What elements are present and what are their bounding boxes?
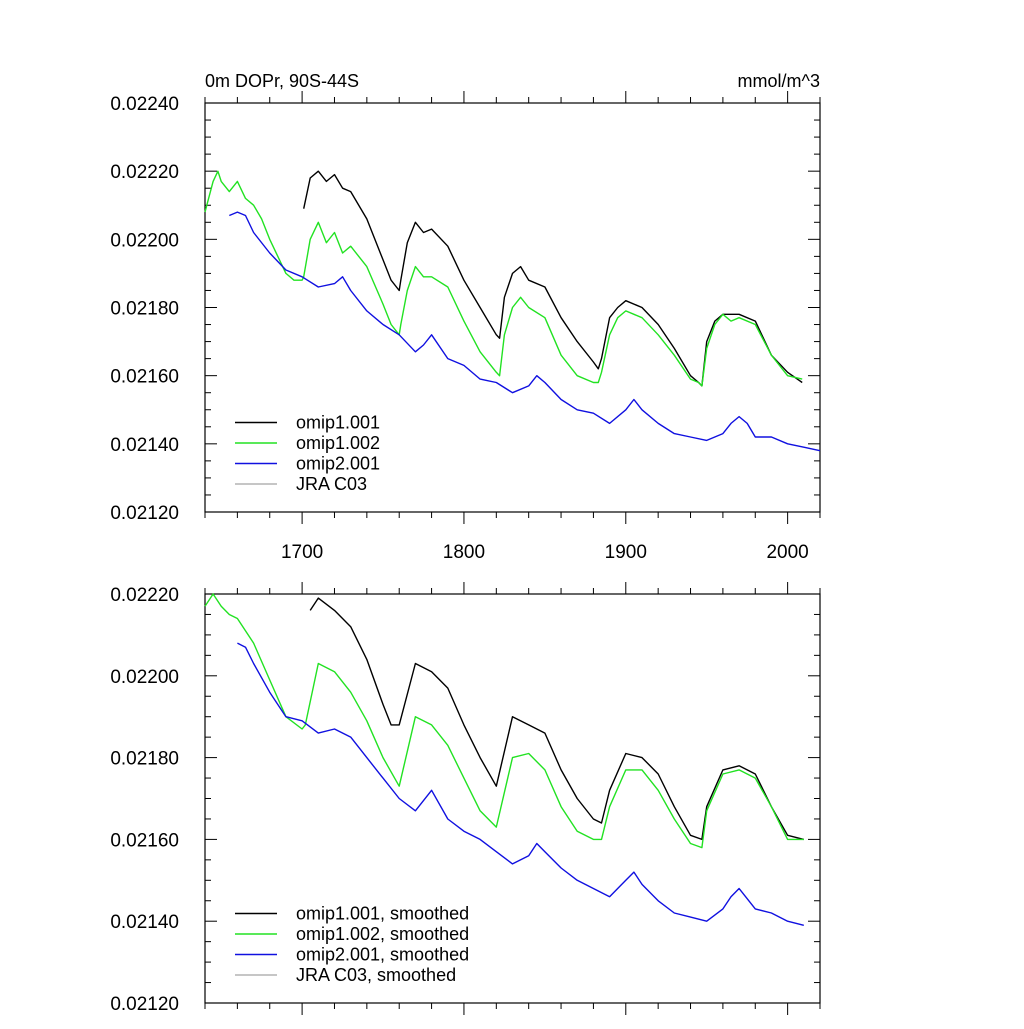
series-line-1	[309, 597, 804, 841]
x-tick-label: 1800	[443, 542, 485, 563]
y-tick-label: 0.02160	[110, 830, 179, 851]
y-tick-label: 0.02200	[110, 667, 179, 688]
units-label: mmol/m^3	[738, 71, 820, 91]
y-tick-label: 0.02120	[110, 994, 179, 1015]
x-tick-label: 1900	[605, 542, 647, 563]
y-tick-label: 0.02200	[110, 230, 179, 251]
legend-label-4: JRA C03, smoothed	[296, 965, 456, 985]
x-tick-label: 1700	[281, 542, 323, 563]
y-tick-label: 0.02180	[110, 299, 179, 320]
series-line-2	[204, 593, 804, 849]
y-tick-label: 0.02120	[110, 503, 179, 524]
y-tick-label: 0.02140	[110, 912, 179, 933]
chart-panel-1: 0.02120 0.02140 0.02160 0.02180 0.02200 0.022…	[110, 71, 821, 563]
y-tick-label: 0.02240	[110, 94, 179, 115]
legend-label-3: omip2.001	[296, 454, 380, 474]
series-line-3	[237, 642, 804, 926]
legend-label-3: omip2.001, smoothed	[296, 945, 469, 965]
series-line-3	[229, 211, 821, 452]
y-tick-label: 0.02140	[110, 435, 179, 456]
legend-label-1: omip1.001	[296, 413, 380, 433]
series-line-2	[204, 170, 803, 387]
legend-label-1: omip1.001, smoothed	[296, 904, 469, 924]
y-tick-label: 0.02220	[110, 162, 179, 183]
y-tick-label: 0.02220	[110, 585, 179, 606]
legend-label-2: omip1.002	[296, 433, 380, 453]
legend-label-4: JRA C03	[296, 474, 367, 494]
y-tick-label: 0.02180	[110, 749, 179, 770]
chart-title: 0m DOPr, 90S-44S	[205, 71, 359, 91]
series-line-1	[303, 170, 803, 387]
y-tick-label: 0.02160	[110, 367, 179, 388]
x-tick-label: 2000	[766, 542, 808, 563]
chart-panel-2: 0.02120 0.02140 0.02160 0.02180 0.02200 0.022…	[110, 582, 821, 1015]
legend-label-2: omip1.002, smoothed	[296, 924, 469, 944]
